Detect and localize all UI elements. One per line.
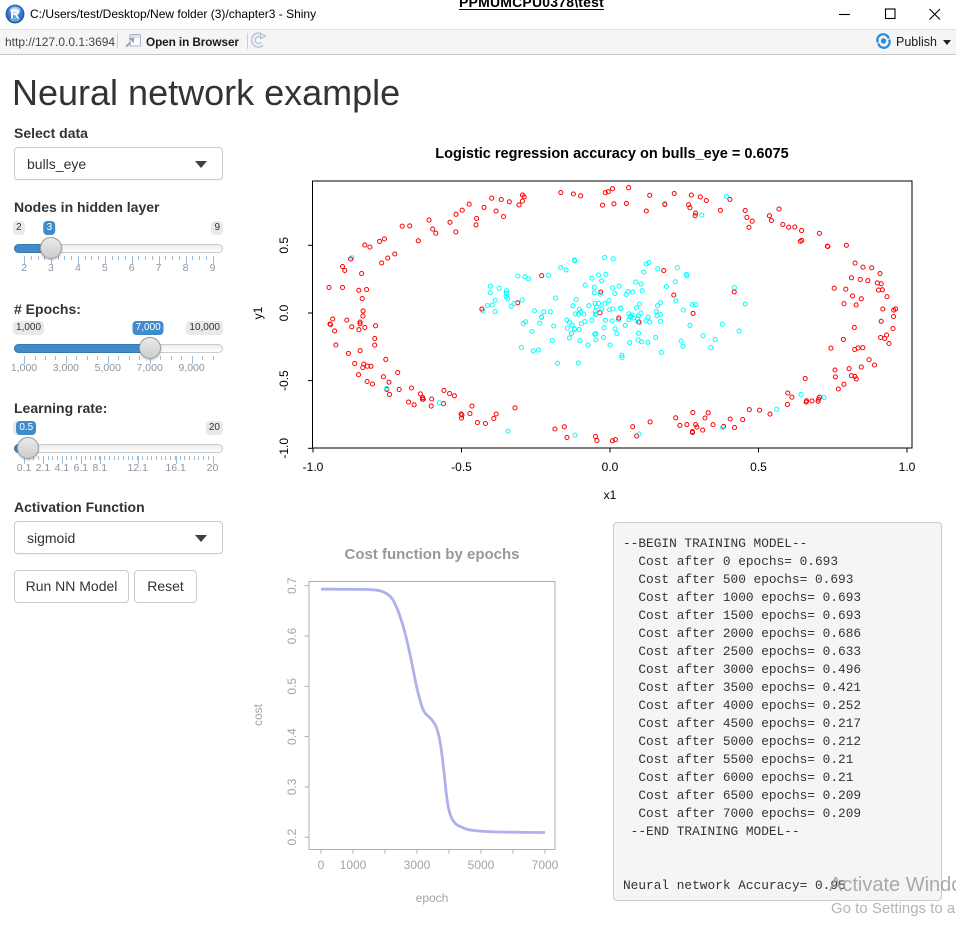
svg-text:epoch: epoch	[416, 891, 449, 905]
svg-text:-0.5: -0.5	[277, 370, 291, 391]
svg-text:0: 0	[318, 858, 325, 872]
svg-text:7000: 7000	[532, 858, 559, 872]
svg-text:1000: 1000	[340, 858, 367, 872]
svg-text:5000: 5000	[468, 858, 495, 872]
svg-text:0.4: 0.4	[285, 728, 299, 745]
svg-text:0.5: 0.5	[750, 460, 767, 474]
svg-text:cost: cost	[251, 703, 265, 726]
svg-text:x1: x1	[604, 488, 617, 502]
svg-text:-1.0: -1.0	[303, 460, 324, 474]
svg-text:0.0: 0.0	[602, 460, 619, 474]
svg-text:y1: y1	[251, 306, 265, 319]
svg-text:R: R	[10, 7, 20, 22]
svg-text:1.0: 1.0	[899, 460, 916, 474]
svg-text:-1.0: -1.0	[277, 438, 291, 459]
svg-text:0.3: 0.3	[285, 778, 299, 795]
svg-text:0.7: 0.7	[285, 577, 299, 594]
svg-text:3000: 3000	[404, 858, 431, 872]
svg-text:Logistic regression accuracy o: Logistic regression accuracy on bulls_ey…	[435, 146, 788, 162]
svg-text:0.0: 0.0	[277, 304, 291, 321]
svg-text:Cost function by epochs: Cost function by epochs	[344, 546, 519, 563]
svg-text:0.2: 0.2	[285, 829, 299, 846]
svg-text:0.5: 0.5	[285, 678, 299, 695]
svg-text:0.6: 0.6	[285, 627, 299, 644]
svg-text:-0.5: -0.5	[451, 460, 472, 474]
svg-text:0.5: 0.5	[277, 237, 291, 254]
